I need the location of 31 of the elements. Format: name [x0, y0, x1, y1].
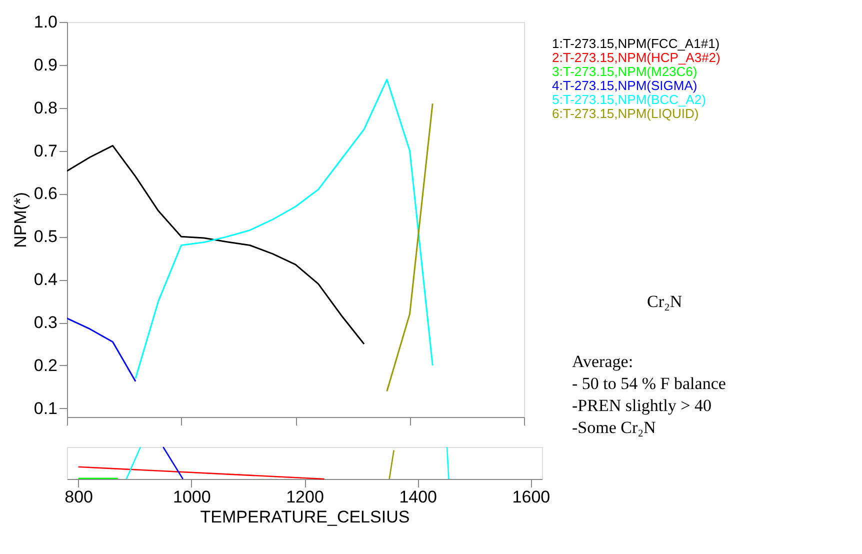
y-tick-label: 0.3 — [34, 313, 58, 332]
text: Cr₂N — [647, 292, 682, 311]
legend-label: 3:T-273.15,NPM(M23C6) — [552, 64, 698, 79]
text: -PREN slightly > 40 — [572, 396, 712, 415]
x-axis-title: TEMPERATURE_CELSIUS — [200, 508, 410, 526]
x-tick-label: 1400 — [399, 488, 438, 506]
x-tick-label: 1000 — [172, 488, 211, 506]
text: 4:T-273.15,NPM(SIGMA) — [552, 78, 698, 93]
line-series — [67, 144, 365, 345]
y-tick-label: 0.7 — [34, 141, 58, 160]
text: -Some Cr₂N — [572, 418, 656, 437]
y-tick-label: 0.9 — [34, 55, 58, 74]
text: 1:T-273.15,NPM(FCC_A1#1) — [552, 36, 720, 51]
y-axis-title: NPM(*) — [10, 192, 30, 248]
text: - 50 to 54 % F balance — [572, 374, 726, 393]
y-tick-label: 1.0 — [34, 12, 58, 32]
y-tick-label: 0.4 — [34, 270, 58, 290]
text: 5:T-273.15,NPM(BCC_A2) — [552, 92, 706, 107]
y-tick-label: 0.2 — [34, 356, 58, 375]
line-series — [134, 78, 434, 380]
y-tick-label: 0.8 — [34, 98, 58, 118]
x-tick-label: 1600 — [512, 488, 550, 506]
text: 6:T-273.15,NPM(LIQUID) — [552, 106, 699, 121]
y-tick-label: 0.6 — [34, 184, 58, 204]
legend-label: 2:T-273.15,NPM(HCP_A3#2) — [552, 50, 720, 65]
x-tick-label: 1200 — [286, 488, 324, 506]
x-tick-label: 800 — [64, 488, 93, 506]
line-series — [67, 318, 136, 382]
text: Average: — [572, 352, 634, 371]
y-tick-label: 0.1 — [34, 398, 58, 418]
y-tick-label: 0.5 — [34, 227, 58, 246]
